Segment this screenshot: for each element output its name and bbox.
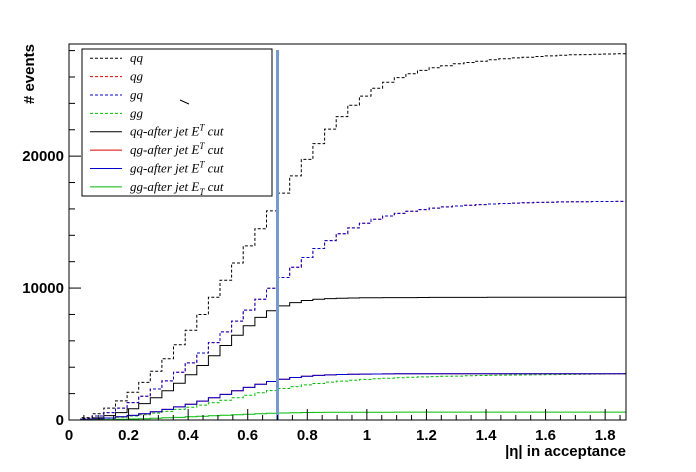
x-tick-label: 1.2 xyxy=(416,427,437,444)
legend-label-qg_cut: qg-after jet ET cut xyxy=(130,141,224,157)
x-tick-label: 1.6 xyxy=(535,427,556,444)
x-tick-label: 0.4 xyxy=(178,427,200,444)
y-tick-label: 10000 xyxy=(22,280,64,297)
series-qq xyxy=(69,53,626,421)
legend-label-qq: qq xyxy=(130,50,144,65)
legend-label-qq_cut: qq-after jet ET cut xyxy=(130,123,224,139)
legend: qq qg gq gg qq-after jet ET cut qg-after jet … xyxy=(81,48,273,197)
legend-label-gg: gg xyxy=(130,105,144,120)
legend-label-qg: qg xyxy=(130,69,144,84)
y-tick-label: 20000 xyxy=(22,148,64,165)
legend-label-gq_cut: gq-after jet ET cut xyxy=(130,159,224,175)
legend-box xyxy=(81,48,273,197)
x-axis-title: |η| in acceptance xyxy=(505,443,626,460)
legend-label-gq: gq xyxy=(130,87,144,102)
series-gq_cut xyxy=(69,373,626,421)
x-tick-label: 1.8 xyxy=(595,427,616,444)
x-tick-label: 0.6 xyxy=(237,427,258,444)
stray-mark xyxy=(179,99,190,105)
y-tick-label: 0 xyxy=(56,412,64,429)
y-axis-title: # events xyxy=(21,44,38,104)
x-tick-label: 1.4 xyxy=(476,427,498,444)
x-tick-label: 0.8 xyxy=(297,427,318,444)
x-tick-label: 0 xyxy=(65,427,73,444)
series-gq xyxy=(69,200,626,421)
x-tick-label: 0.2 xyxy=(118,427,139,444)
legend-label-gg_cut: gg-after jet ET cut xyxy=(130,179,224,197)
x-tick-label: 1 xyxy=(363,427,371,444)
plot-frame xyxy=(68,43,627,421)
series-qq_cut xyxy=(69,296,626,421)
